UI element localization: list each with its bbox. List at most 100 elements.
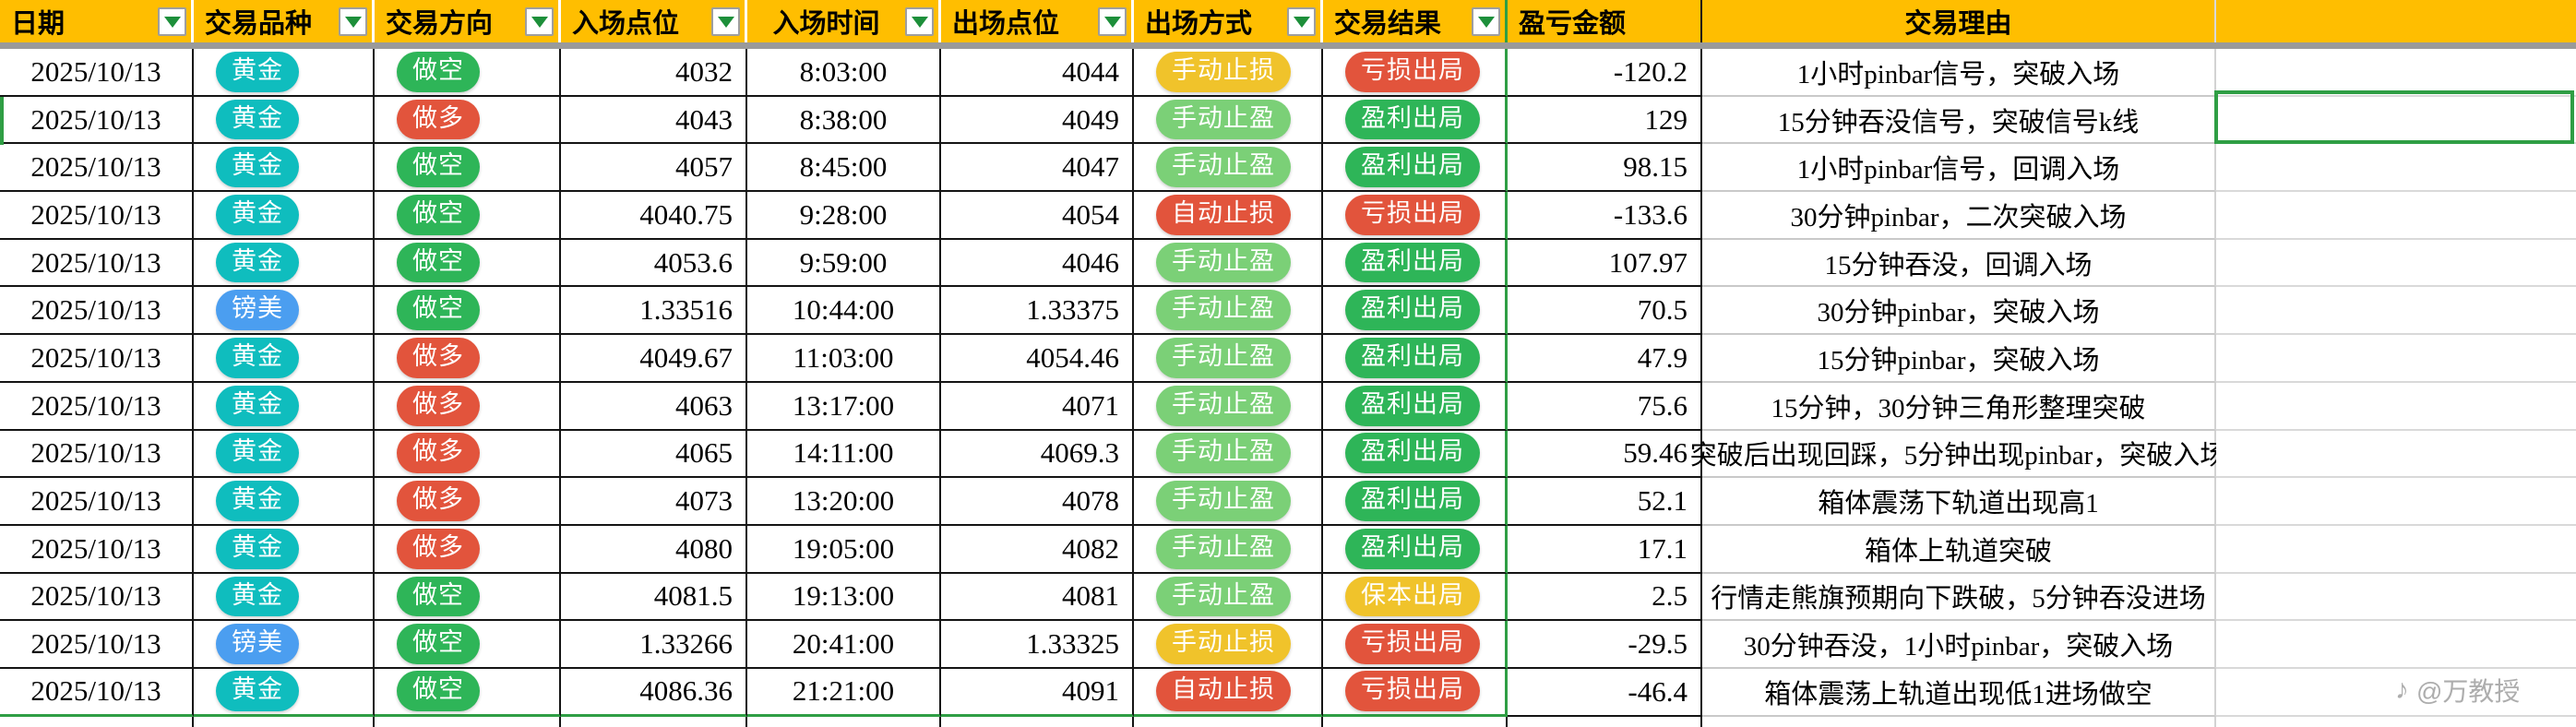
- cell-exit[interactable]: 4091: [941, 668, 1134, 717]
- cell-pnl[interactable]: 98.15: [1508, 144, 1702, 193]
- cell-direction[interactable]: 做空: [375, 49, 561, 97]
- cell-variety[interactable]: 黄金: [194, 49, 375, 97]
- cell-exit_method[interactable]: 手动止盈: [1134, 96, 1323, 145]
- cell-reason[interactable]: 30分钟pinbar，突破入场: [1702, 287, 2216, 336]
- cell-entry[interactable]: 4073: [561, 478, 747, 526]
- cell-date[interactable]: 2025/10/13: [0, 525, 194, 574]
- filter-button-direction[interactable]: [525, 6, 554, 36]
- cell-reason[interactable]: 15分钟，30分钟三角形整理突破: [1702, 382, 2216, 431]
- cell-variety[interactable]: 黄金: [194, 525, 375, 574]
- cell-entry[interactable]: 1.33516: [561, 287, 747, 336]
- cell-variety[interactable]: 黄金: [194, 478, 375, 526]
- cell-date[interactable]: 2025/10/13: [0, 239, 194, 288]
- cell-exit[interactable]: 4078: [941, 478, 1134, 526]
- cell-pnl[interactable]: -29.5: [1508, 621, 1702, 669]
- cell-exit[interactable]: 1.33375: [941, 287, 1134, 336]
- cell-blank[interactable]: [2216, 335, 2576, 383]
- cell-pnl[interactable]: -133.6: [1508, 192, 1702, 240]
- cell-entry_time[interactable]: 13:20:00: [747, 478, 941, 526]
- cell-exit[interactable]: 4071: [941, 382, 1134, 431]
- cell-variety[interactable]: 黄金: [194, 335, 375, 383]
- cell-exit[interactable]: 4054.46: [941, 335, 1134, 383]
- cell-reason[interactable]: 箱体震荡下轨道出现高1: [1702, 478, 2216, 526]
- cell-date[interactable]: 2025/10/13: [0, 49, 194, 97]
- cell-reason[interactable]: 15分钟吞没，回调入场: [1702, 239, 2216, 288]
- cell-variety[interactable]: 黄金: [194, 239, 375, 288]
- cell-exit_method[interactable]: 手动止盈: [1134, 382, 1323, 431]
- cell-entry[interactable]: 4043: [561, 96, 747, 145]
- cell-direction[interactable]: 做空: [375, 239, 561, 288]
- cell-reason[interactable]: 30分钟pinbar，二次突破入场: [1702, 192, 2216, 240]
- cell-date[interactable]: 2025/10/13: [0, 478, 194, 526]
- cell-blank[interactable]: [2216, 525, 2576, 574]
- cell-direction[interactable]: 做多: [375, 430, 561, 479]
- filter-button-date[interactable]: [158, 6, 186, 36]
- cell-blank[interactable]: [2216, 287, 2576, 336]
- cell-result[interactable]: 盈利出局: [1323, 287, 1508, 336]
- cell-entry_time[interactable]: 21:21:00: [747, 668, 941, 717]
- cell-exit_method[interactable]: 手动止损: [1134, 49, 1323, 97]
- cell-reason[interactable]: 15分钟吞没信号，突破信号k线: [1702, 96, 2216, 145]
- cell-date[interactable]: 2025/10/13: [0, 621, 194, 669]
- cell-reason[interactable]: 1小时pinbar信号，突破入场: [1702, 49, 2216, 97]
- cell-exit[interactable]: 4049: [941, 96, 1134, 145]
- cell-pnl[interactable]: -46.4: [1508, 668, 1702, 717]
- cell-empty[interactable]: [747, 716, 941, 727]
- cell-entry_time[interactable]: 19:05:00: [747, 525, 941, 574]
- cell-result[interactable]: 盈利出局: [1323, 96, 1508, 145]
- cell-reason[interactable]: 1小时pinbar信号，回调入场: [1702, 144, 2216, 193]
- cell-entry[interactable]: 4032: [561, 49, 747, 97]
- cell-exit[interactable]: 4054: [941, 192, 1134, 240]
- cell-variety[interactable]: 黄金: [194, 382, 375, 431]
- cell-date[interactable]: 2025/10/13: [0, 192, 194, 240]
- cell-exit_method[interactable]: 手动止盈: [1134, 335, 1323, 383]
- cell-variety[interactable]: 镑美: [194, 621, 375, 669]
- cell-entry[interactable]: 4065: [561, 430, 747, 479]
- cell-exit[interactable]: 4046: [941, 239, 1134, 288]
- cell-entry_time[interactable]: 8:03:00: [747, 49, 941, 97]
- cell-entry[interactable]: 1.33266: [561, 621, 747, 669]
- cell-pnl[interactable]: 52.1: [1508, 478, 1702, 526]
- cell-result[interactable]: 保本出局: [1323, 573, 1508, 622]
- cell-variety[interactable]: 黄金: [194, 96, 375, 145]
- cell-result[interactable]: 盈利出局: [1323, 430, 1508, 479]
- cell-variety[interactable]: 黄金: [194, 144, 375, 193]
- cell-entry[interactable]: 4081.5: [561, 573, 747, 622]
- cell-variety[interactable]: 黄金: [194, 192, 375, 240]
- cell-empty[interactable]: [0, 716, 194, 727]
- cell-exit_method[interactable]: 手动止盈: [1134, 478, 1323, 526]
- cell-direction[interactable]: 做空: [375, 144, 561, 193]
- cell-empty[interactable]: [1323, 716, 1508, 727]
- cell-date[interactable]: 2025/10/13: [0, 668, 194, 717]
- cell-pnl[interactable]: 2.5: [1508, 573, 1702, 622]
- filter-button-exit_method[interactable]: [1287, 6, 1316, 36]
- cell-empty[interactable]: [375, 716, 561, 727]
- cell-entry[interactable]: 4049.67: [561, 335, 747, 383]
- cell-direction[interactable]: 做多: [375, 96, 561, 145]
- cell-exit_method[interactable]: 手动止盈: [1134, 144, 1323, 193]
- cell-direction[interactable]: 做多: [375, 382, 561, 431]
- cell-blank[interactable]: [2216, 49, 2576, 97]
- cell-entry_time[interactable]: 10:44:00: [747, 287, 941, 336]
- cell-blank[interactable]: [2216, 478, 2576, 526]
- cell-date[interactable]: 2025/10/13: [0, 287, 194, 336]
- cell-exit_method[interactable]: 手动止盈: [1134, 287, 1323, 336]
- cell-direction[interactable]: 做空: [375, 621, 561, 669]
- cell-result[interactable]: 亏损出局: [1323, 49, 1508, 97]
- cell-entry_time[interactable]: 11:03:00: [747, 335, 941, 383]
- cell-empty[interactable]: [561, 716, 747, 727]
- cell-direction[interactable]: 做多: [375, 478, 561, 526]
- cell-exit[interactable]: 4069.3: [941, 430, 1134, 479]
- cell-pnl[interactable]: 129: [1508, 96, 1702, 145]
- cell-entry_time[interactable]: 9:59:00: [747, 239, 941, 288]
- filter-button-exit[interactable]: [1098, 6, 1127, 36]
- cell-blank[interactable]: [2216, 192, 2576, 240]
- cell-variety[interactable]: 镑美: [194, 287, 375, 336]
- cell-direction[interactable]: 做多: [375, 335, 561, 383]
- cell-pnl[interactable]: 47.9: [1508, 335, 1702, 383]
- cell-exit[interactable]: 4082: [941, 525, 1134, 574]
- cell-direction[interactable]: 做空: [375, 668, 561, 717]
- cell-reason[interactable]: 箱体上轨道突破: [1702, 525, 2216, 574]
- filter-button-entry[interactable]: [711, 6, 740, 36]
- cell-result[interactable]: 盈利出局: [1323, 144, 1508, 193]
